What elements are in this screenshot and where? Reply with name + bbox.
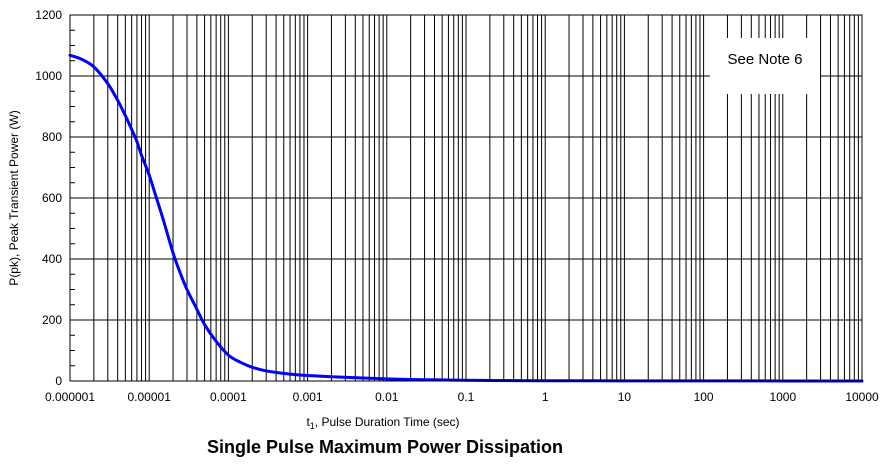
y-tick-label: 800 <box>42 130 62 144</box>
y-tick-label: 600 <box>42 191 62 205</box>
y-tick-label: 1200 <box>35 8 62 22</box>
y-tick-labels: 0 200 400 600 800 1000 1200 <box>35 8 62 388</box>
x-tick-label: 10000 <box>845 390 879 404</box>
x-axis-label-rest: , Pulse Duration Time (sec) <box>315 415 460 429</box>
series-line <box>68 53 864 383</box>
y-tick-label: 0 <box>55 374 62 388</box>
x-tick-label: 10 <box>618 390 632 404</box>
x-tick-labels: 0.000001 0.00001 0.0001 0.001 0.01 0.1 1 10 100 1… <box>45 390 879 404</box>
y-tick-label: 200 <box>42 313 62 327</box>
x-axis-label: t1, Pulse Duration Time (sec) <box>306 415 459 431</box>
x-tick-label: 0.00001 <box>128 390 172 404</box>
x-axis-label-sub: 1 <box>310 421 315 431</box>
note-box: See Note 6 <box>710 38 820 94</box>
note-label: See Note 6 <box>727 51 802 68</box>
x-axis-label-main: t <box>306 415 310 429</box>
x-tick-label: 0.0001 <box>210 390 247 404</box>
x-tick-label: 0.1 <box>458 390 475 404</box>
x-tick-label: 0.01 <box>375 390 399 404</box>
y-tick-label: 1000 <box>35 69 62 83</box>
y-axis-label: P(pk), Peak Transient Power (W) <box>7 110 21 285</box>
x-tick-label: 1000 <box>769 390 796 404</box>
x-tick-label: 0.001 <box>293 390 323 404</box>
x-tick-label: 100 <box>694 390 714 404</box>
x-tick-label: 0.000001 <box>45 390 95 404</box>
y-tick-label: 400 <box>42 252 62 266</box>
y-minor-ticks <box>70 29 75 367</box>
x-tick-label: 1 <box>542 390 549 404</box>
chart-title: Single Pulse Maximum Power Dissipation <box>207 437 563 457</box>
plot-border <box>69 14 863 382</box>
